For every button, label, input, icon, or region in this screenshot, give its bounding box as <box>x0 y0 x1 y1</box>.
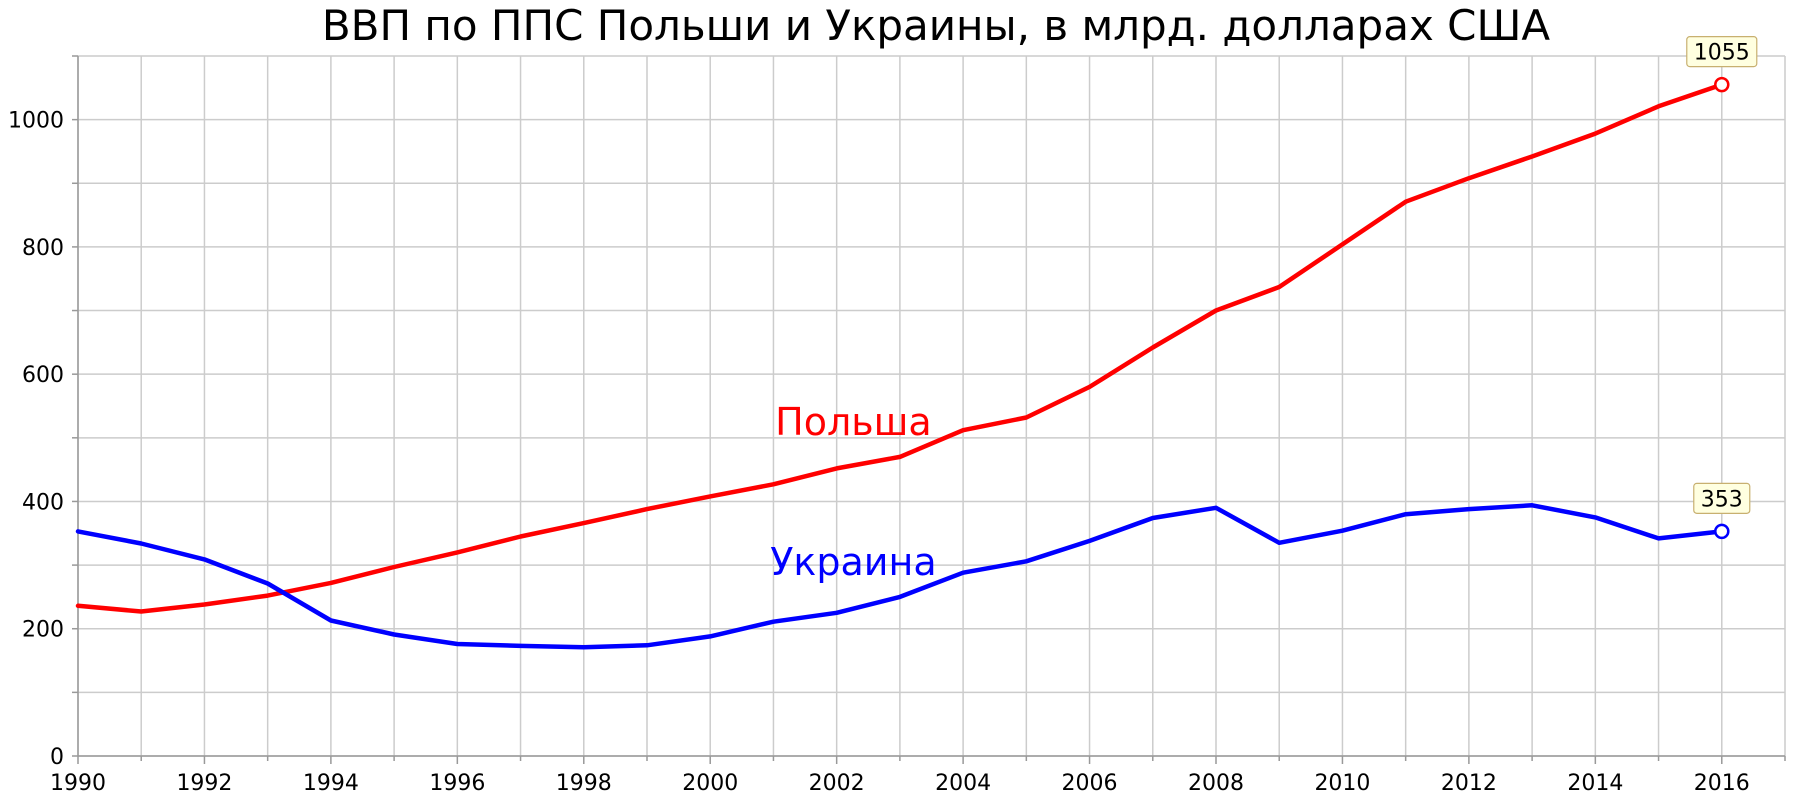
end-point-marker-0 <box>1714 76 1730 93</box>
x-tick-label: 2010 <box>1314 771 1370 796</box>
end-point-marker-1 <box>1714 523 1730 540</box>
end-callouts: 1055 353 <box>1686 36 1758 540</box>
x-tick-label: 2006 <box>1062 771 1118 796</box>
series-label-0: Польша <box>775 400 932 444</box>
x-tick-label: 2000 <box>682 771 738 796</box>
x-tick-label: 1998 <box>556 771 612 796</box>
x-tick-label: 2008 <box>1188 771 1244 796</box>
x-tick-label: 1990 <box>50 771 106 796</box>
x-tick-label: 1992 <box>176 771 232 796</box>
x-tick-label: 1996 <box>429 771 485 796</box>
chart-title: ВВП по ППС Польши и Украины, в млрд. дол… <box>322 1 1551 50</box>
end-callout-box-0 <box>1686 36 1758 68</box>
y-tick-label: 400 <box>22 490 64 515</box>
x-tick-label: 2012 <box>1441 771 1497 796</box>
series-line-1 <box>75 503 1725 650</box>
series-line-0 <box>75 82 1725 614</box>
x-tick-label: 1994 <box>303 771 359 796</box>
series-lines <box>75 82 1725 650</box>
x-tick-label: 2002 <box>809 771 865 796</box>
y-tick-label: 600 <box>22 363 64 388</box>
tick-labels: 1990 1992 1994 1996 1998 2000 2002 2004 2006 2008… <box>8 109 1750 796</box>
y-tick-label: 1000 <box>8 109 64 134</box>
end-callout-label-0: 1055 <box>1694 41 1750 66</box>
x-tick-label: 2014 <box>1567 771 1623 796</box>
series-labels: Польша Украина <box>770 400 936 584</box>
y-tick-label: 800 <box>22 236 64 261</box>
grid <box>77 55 1786 757</box>
end-callout-box-1 <box>1693 482 1751 514</box>
end-callout-label-1: 353 <box>1701 487 1743 512</box>
x-tick-label: 2004 <box>935 771 991 796</box>
y-tick-label: 200 <box>22 618 64 643</box>
axes <box>72 55 1786 764</box>
x-tick-label: 2016 <box>1694 771 1750 796</box>
y-tick-label: 0 <box>50 745 64 770</box>
series-label-1: Украина <box>770 540 936 584</box>
